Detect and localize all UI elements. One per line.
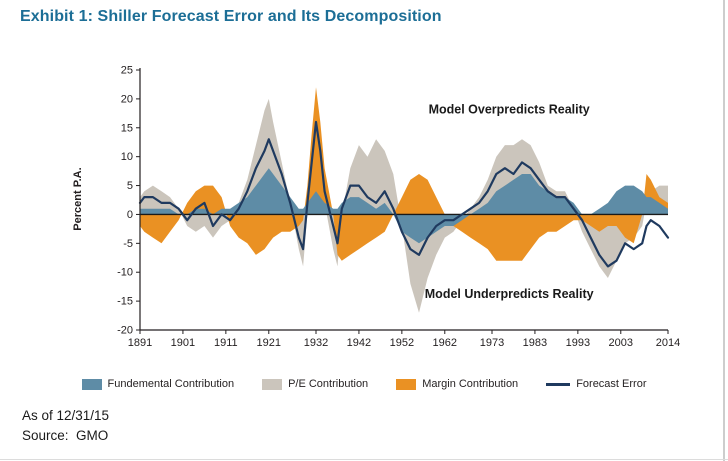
x-axis-tick-label: 1983 [523,337,547,349]
x-axis-tick-label: 1921 [257,337,281,349]
y-axis-tick-label: -20 [117,325,133,337]
x-axis-tick-label: 1973 [480,337,504,349]
legend-label-pe: P/E Contribution [288,378,369,390]
source-note: Source: GMO [22,428,109,444]
legend-item-fundamental: Fundemental Contribution [81,378,235,390]
legend-item-margin: Margin Contribution [396,378,518,390]
annotation-1: Model Underpredicts Reality [425,287,594,301]
y-axis-tick-label: -10 [117,267,133,279]
y-axis-tick-label: -15 [117,296,133,308]
forecast-error-line [138,120,670,268]
footer: As of 12/31/15 Source: GMO [22,406,109,447]
x-axis-tick-label: 2003 [609,337,633,349]
legend-item-pe: P/E Contribution [262,378,368,390]
x-axis-tick-label: 1891 [128,337,152,349]
x-axis-tick-label: 1932 [304,337,328,349]
y-axis-tick-label: 15 [121,122,133,134]
y-axis-tick-label: 25 [121,65,133,77]
forecast-error-line-swatch-icon [546,382,571,386]
margin-swatch-icon [396,378,417,390]
x-axis-tick-label: 1942 [347,337,371,349]
y-axis-tick-label: -5 [123,238,133,250]
annotation-0: Model Overpredicts Reality [429,102,590,116]
x-axis-tick-label: 1962 [433,337,457,349]
as-of-date: As of 12/31/15 [22,408,110,423]
x-axis-tick-label: 1901 [171,337,195,349]
exhibit-title: Exhibit 1: Shiller Forecast Error and It… [20,8,442,25]
legend-label-margin: Margin Contribution [422,378,519,390]
legend-item-forecast-error: Forecast Error [546,378,646,390]
x-axis-tick-label: 1952 [390,337,414,349]
pe-swatch-icon [262,378,283,390]
legend-label-forecast-error: Forecast Error [576,378,647,390]
page-right-edge [723,0,725,461]
y-axis-tick-label: 20 [121,93,133,105]
y-axis-tick-label: 5 [127,180,133,192]
legend-label-fundamental: Fundemental Contribution [107,378,235,390]
y-axis-tick-label: 10 [121,151,133,163]
x-axis-tick-label: 1993 [566,337,590,349]
chart-legend: Fundemental Contribution P/E Contributio… [0,378,728,390]
area-fundamental [140,168,668,244]
area-margin [140,87,668,261]
area-pe [140,98,668,313]
x-axis-tick-label: 2014 [656,337,680,349]
fundamental-swatch-icon [81,378,102,390]
y-axis-tick-label: 0 [127,209,133,221]
x-axis-tick-label: 1911 [214,337,238,349]
page-bottom-edge [0,459,728,460]
